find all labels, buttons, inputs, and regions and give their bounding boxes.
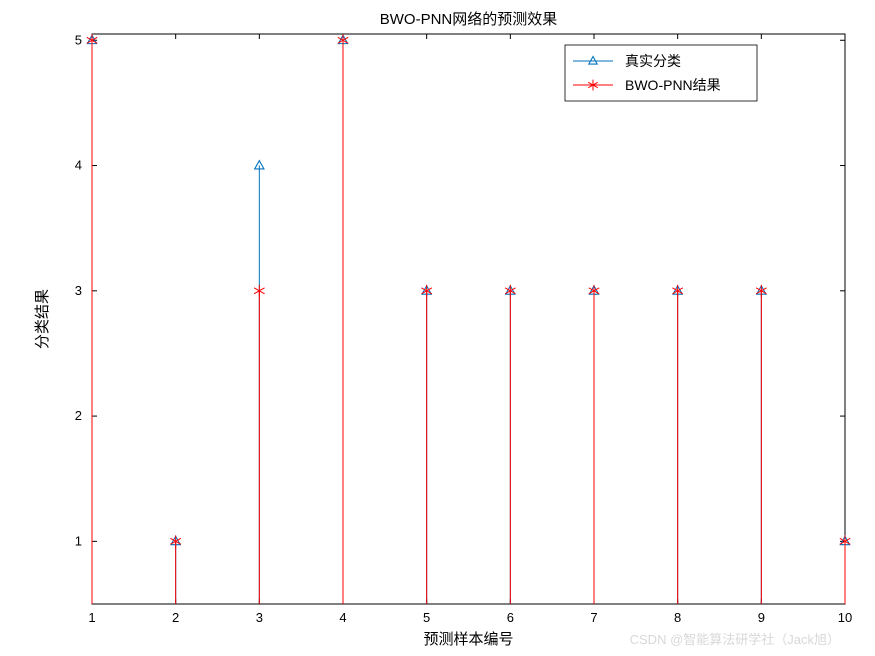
chart-svg: 1 2 3 4 5 6 7 8 9 10 1 2 3 4 5 预测样本编号 分类结果 BWO-PNN网络的预测效果… bbox=[0, 0, 875, 656]
x-tick-label: 7 bbox=[590, 610, 597, 625]
legend-label: BWO-PNN结果 bbox=[625, 77, 721, 93]
chart-title: BWO-PNN网络的预测效果 bbox=[380, 11, 558, 28]
y-tick-label: 1 bbox=[75, 533, 82, 548]
watermark: CSDN @智能算法研学社（Jack旭） bbox=[630, 632, 840, 647]
x-tick-label: 2 bbox=[172, 610, 179, 625]
y-tick-label: 2 bbox=[75, 408, 82, 423]
y-tick-label: 4 bbox=[75, 158, 82, 173]
chart-container: 1 2 3 4 5 6 7 8 9 10 1 2 3 4 5 预测样本编号 分类结果 BWO-PNN网络的预测效果… bbox=[0, 0, 875, 656]
x-tick-label: 3 bbox=[256, 610, 263, 625]
x-tick-label: 1 bbox=[88, 610, 95, 625]
x-tick-label: 10 bbox=[838, 610, 852, 625]
x-tick-label: 9 bbox=[758, 610, 765, 625]
y-tick-label: 5 bbox=[75, 32, 82, 47]
y-tick-label: 3 bbox=[75, 283, 82, 298]
plot-box bbox=[92, 34, 845, 604]
x-tick-label: 6 bbox=[507, 610, 514, 625]
x-axis-label: 预测样本编号 bbox=[423, 631, 513, 648]
legend-label: 真实分类 bbox=[625, 53, 681, 69]
x-tick-label: 5 bbox=[423, 610, 430, 625]
x-tick-label: 8 bbox=[674, 610, 681, 625]
x-tick-label: 4 bbox=[339, 610, 346, 625]
y-axis-label: 分类结果 bbox=[34, 289, 51, 349]
